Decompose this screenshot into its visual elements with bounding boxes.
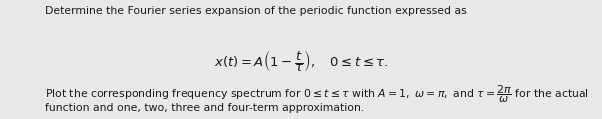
Text: Plot the corresponding frequency spectrum for $0 \leq t \leq \tau$ with $A = 1,\: Plot the corresponding frequency spectru… xyxy=(45,83,589,105)
Text: $x(t) = A\left(1 - \dfrac{t}{\tau}\right),\quad 0 \leq t \leq \tau.$: $x(t) = A\left(1 - \dfrac{t}{\tau}\right… xyxy=(214,48,388,74)
Text: function and one, two, three and four-term approximation.: function and one, two, three and four-te… xyxy=(45,103,364,113)
Text: Determine the Fourier series expansion of the periodic function expressed as: Determine the Fourier series expansion o… xyxy=(45,6,467,16)
